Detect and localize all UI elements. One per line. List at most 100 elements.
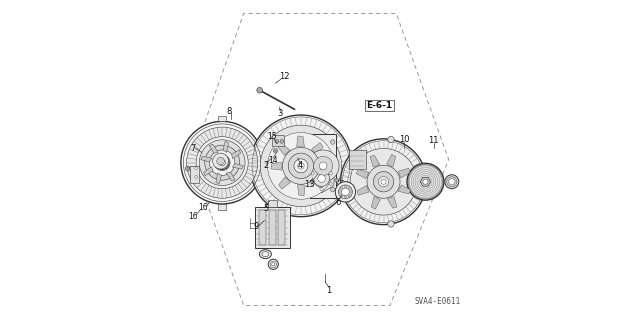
Text: 14: 14	[268, 156, 278, 165]
Circle shape	[273, 148, 278, 153]
Circle shape	[449, 179, 455, 185]
Polygon shape	[320, 161, 331, 169]
Circle shape	[195, 167, 197, 169]
Polygon shape	[201, 156, 212, 162]
Polygon shape	[370, 155, 380, 167]
Circle shape	[196, 137, 248, 189]
FancyBboxPatch shape	[273, 135, 284, 146]
Text: 5: 5	[264, 204, 269, 213]
Circle shape	[378, 177, 388, 187]
Circle shape	[388, 136, 394, 143]
Circle shape	[195, 176, 197, 178]
Circle shape	[335, 182, 356, 202]
Text: 11: 11	[428, 136, 439, 145]
Circle shape	[340, 139, 426, 225]
Polygon shape	[387, 154, 396, 167]
Circle shape	[272, 263, 275, 266]
Circle shape	[275, 139, 278, 143]
Circle shape	[329, 172, 332, 175]
Circle shape	[344, 185, 347, 188]
Polygon shape	[357, 185, 369, 195]
Text: 16: 16	[198, 203, 208, 212]
Text: 3: 3	[278, 109, 283, 118]
FancyBboxPatch shape	[191, 166, 199, 183]
Circle shape	[329, 182, 332, 185]
Circle shape	[280, 139, 284, 143]
FancyBboxPatch shape	[259, 210, 266, 245]
Polygon shape	[232, 150, 241, 159]
Polygon shape	[278, 144, 290, 155]
Circle shape	[330, 140, 335, 144]
Circle shape	[340, 187, 343, 189]
Text: SVA4-E0611: SVA4-E0611	[414, 297, 461, 306]
Circle shape	[388, 221, 394, 227]
Circle shape	[250, 115, 352, 217]
Circle shape	[260, 125, 342, 206]
Circle shape	[217, 157, 225, 165]
Circle shape	[339, 191, 341, 193]
Circle shape	[320, 167, 323, 170]
Circle shape	[339, 185, 353, 199]
Polygon shape	[278, 177, 291, 189]
Circle shape	[381, 179, 386, 184]
Circle shape	[445, 175, 459, 189]
Polygon shape	[232, 163, 244, 169]
Circle shape	[367, 165, 400, 198]
Circle shape	[199, 140, 245, 186]
Circle shape	[307, 150, 339, 182]
Circle shape	[298, 163, 304, 169]
Text: 8: 8	[227, 107, 232, 116]
Polygon shape	[312, 143, 323, 155]
Polygon shape	[387, 197, 397, 208]
Text: 12: 12	[279, 72, 290, 81]
Text: 6: 6	[336, 198, 341, 207]
FancyBboxPatch shape	[269, 210, 276, 245]
Polygon shape	[297, 136, 305, 147]
Circle shape	[186, 166, 190, 171]
Circle shape	[314, 156, 333, 175]
Circle shape	[342, 188, 349, 196]
Circle shape	[214, 155, 230, 171]
Circle shape	[268, 132, 334, 199]
Circle shape	[423, 179, 428, 184]
Circle shape	[320, 188, 323, 191]
FancyBboxPatch shape	[268, 200, 277, 207]
Circle shape	[344, 196, 347, 198]
Text: 10: 10	[399, 135, 410, 144]
Polygon shape	[226, 172, 235, 181]
Circle shape	[311, 182, 314, 185]
Text: 9: 9	[254, 222, 259, 231]
Polygon shape	[216, 173, 221, 184]
Circle shape	[181, 122, 264, 204]
Text: E-6-1: E-6-1	[366, 101, 392, 110]
Circle shape	[215, 156, 229, 170]
Circle shape	[340, 195, 343, 197]
Polygon shape	[209, 144, 218, 153]
Text: 15: 15	[267, 132, 276, 141]
Text: 1: 1	[326, 286, 332, 295]
Text: 13: 13	[305, 181, 315, 189]
Circle shape	[319, 162, 327, 170]
Polygon shape	[218, 116, 226, 122]
Polygon shape	[420, 177, 431, 186]
Circle shape	[330, 188, 335, 192]
FancyBboxPatch shape	[310, 134, 336, 197]
Circle shape	[212, 153, 228, 169]
Polygon shape	[218, 204, 226, 210]
Polygon shape	[398, 185, 411, 194]
Polygon shape	[309, 164, 334, 193]
Polygon shape	[298, 185, 305, 196]
Circle shape	[314, 171, 330, 187]
Circle shape	[209, 150, 235, 175]
Text: 4: 4	[298, 161, 303, 170]
Circle shape	[311, 172, 314, 175]
Text: 16: 16	[188, 212, 198, 221]
Circle shape	[288, 153, 314, 179]
Polygon shape	[356, 169, 369, 179]
FancyBboxPatch shape	[255, 207, 290, 249]
Circle shape	[257, 87, 262, 93]
Text: 7: 7	[190, 144, 196, 153]
Polygon shape	[371, 197, 380, 209]
Circle shape	[268, 259, 278, 269]
Polygon shape	[271, 162, 282, 170]
